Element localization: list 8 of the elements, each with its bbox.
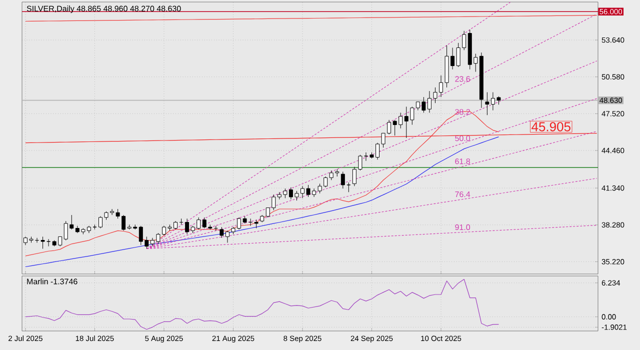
series-label: 61.8: [455, 158, 470, 164]
series-label: 50.0: [455, 135, 470, 142]
chart-title: Marlin -1.3746: [27, 278, 78, 284]
series-label: 23.6: [455, 76, 470, 82]
series-label: 45.905: [532, 122, 570, 132]
series-label: 91.0: [455, 224, 470, 230]
series-label: 76.4: [455, 191, 470, 198]
chart-title: SILVER,Daily 48.865 48.960 48.270 48.630: [26, 6, 181, 14]
